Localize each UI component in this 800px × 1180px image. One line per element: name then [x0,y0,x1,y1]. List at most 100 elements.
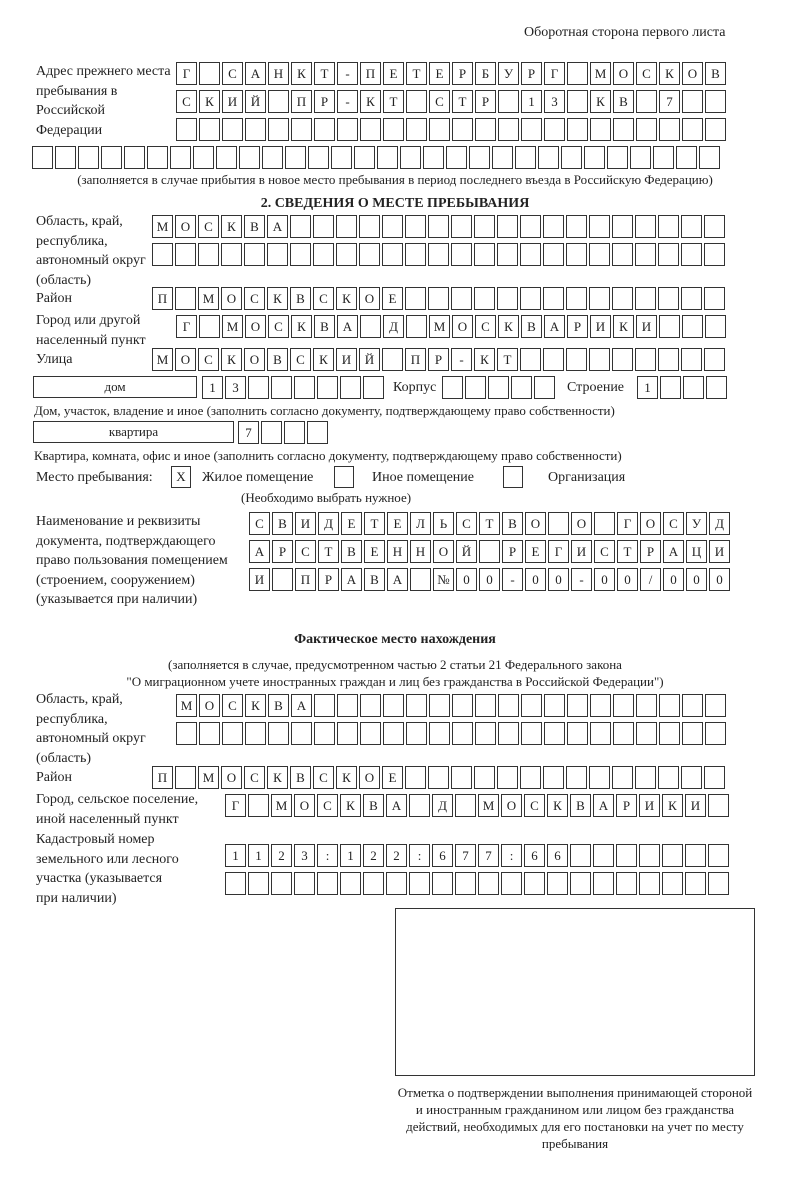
char-cell[interactable]: О [175,215,196,238]
char-cell[interactable]: П [295,568,316,591]
char-cell[interactable] [451,287,472,310]
char-cell[interactable] [497,287,518,310]
char-cell[interactable] [534,376,555,399]
char-cell[interactable] [520,243,541,266]
char-cell[interactable] [567,118,588,141]
char-cell[interactable] [498,90,519,113]
char-cell[interactable]: А [544,315,565,338]
char-cell[interactable] [511,376,532,399]
char-cell[interactable] [706,376,727,399]
char-cell[interactable] [636,90,657,113]
char-cell[interactable]: С [290,348,311,371]
char-cell[interactable] [682,118,703,141]
char-cell[interactable] [360,118,381,141]
char-cell[interactable] [544,694,565,717]
char-cell[interactable] [498,722,519,745]
char-cell[interactable]: С [636,62,657,85]
char-cell[interactable] [147,146,168,169]
char-cell[interactable] [520,348,541,371]
char-cell[interactable] [337,694,358,717]
char-cell[interactable] [658,215,679,238]
char-cell[interactable]: 2 [363,844,384,867]
char-cell[interactable] [567,62,588,85]
char-cell[interactable]: Р [502,540,523,563]
char-cell[interactable]: А [249,540,270,563]
char-cell[interactable] [244,243,265,266]
char-cell[interactable] [658,287,679,310]
char-cell[interactable]: С [663,512,684,535]
char-cell[interactable] [405,215,426,238]
char-cell[interactable]: П [405,348,426,371]
char-cell[interactable]: Й [245,90,266,113]
char-cell[interactable] [590,722,611,745]
char-cell[interactable] [382,348,403,371]
char-cell[interactable] [613,722,634,745]
char-cell[interactable] [405,243,426,266]
char-cell[interactable]: Т [364,512,385,535]
char-cell[interactable] [262,146,283,169]
char-cell[interactable]: 7 [238,421,259,444]
char-cell[interactable] [406,315,427,338]
char-cell[interactable]: - [571,568,592,591]
char-cell[interactable]: Н [410,540,431,563]
char-cell[interactable] [267,243,288,266]
char-cell[interactable]: И [636,315,657,338]
char-cell[interactable] [428,215,449,238]
char-cell[interactable]: С [317,794,338,817]
char-cell[interactable]: Е [383,62,404,85]
char-cell[interactable]: К [313,348,334,371]
char-cell[interactable] [199,62,220,85]
char-cell[interactable] [245,722,266,745]
char-cell[interactable] [524,872,545,895]
char-cell[interactable] [566,348,587,371]
char-cell[interactable] [451,766,472,789]
char-cell[interactable]: Р [314,90,335,113]
char-cell[interactable] [314,118,335,141]
char-cell[interactable]: 6 [524,844,545,867]
char-cell[interactable] [682,315,703,338]
char-cell[interactable] [170,146,191,169]
char-cell[interactable] [685,872,706,895]
char-cell[interactable] [261,421,282,444]
char-cell[interactable]: Л [410,512,431,535]
char-cell[interactable] [681,215,702,238]
char-cell[interactable]: В [272,512,293,535]
char-cell[interactable]: 0 [548,568,569,591]
char-cell[interactable] [410,568,431,591]
char-cell[interactable] [681,766,702,789]
char-cell[interactable]: 1 [202,376,223,399]
char-cell[interactable] [635,215,656,238]
region-row-2[interactable] [152,243,727,266]
char-cell[interactable]: И [709,540,730,563]
char-cell[interactable]: Д [709,512,730,535]
char-cell[interactable] [307,421,328,444]
char-cell[interactable]: А [267,215,288,238]
char-cell[interactable] [284,421,305,444]
char-cell[interactable] [245,118,266,141]
char-cell[interactable]: О [221,287,242,310]
char-cell[interactable] [363,376,384,399]
char-cell[interactable]: С [524,794,545,817]
char-cell[interactable] [589,348,610,371]
char-cell[interactable] [465,376,486,399]
apartment-number-row[interactable]: 7 [238,421,330,444]
char-cell[interactable] [612,287,633,310]
char-cell[interactable]: Г [617,512,638,535]
char-cell[interactable]: В [341,540,362,563]
char-cell[interactable]: В [290,766,311,789]
char-cell[interactable]: Г [176,315,197,338]
char-cell[interactable] [704,348,725,371]
char-cell[interactable]: 7 [659,90,680,113]
char-cell[interactable] [515,146,536,169]
char-cell[interactable] [451,243,472,266]
char-cell[interactable] [682,90,703,113]
char-cell[interactable]: 3 [294,844,315,867]
char-cell[interactable] [317,872,338,895]
char-cell[interactable] [290,215,311,238]
